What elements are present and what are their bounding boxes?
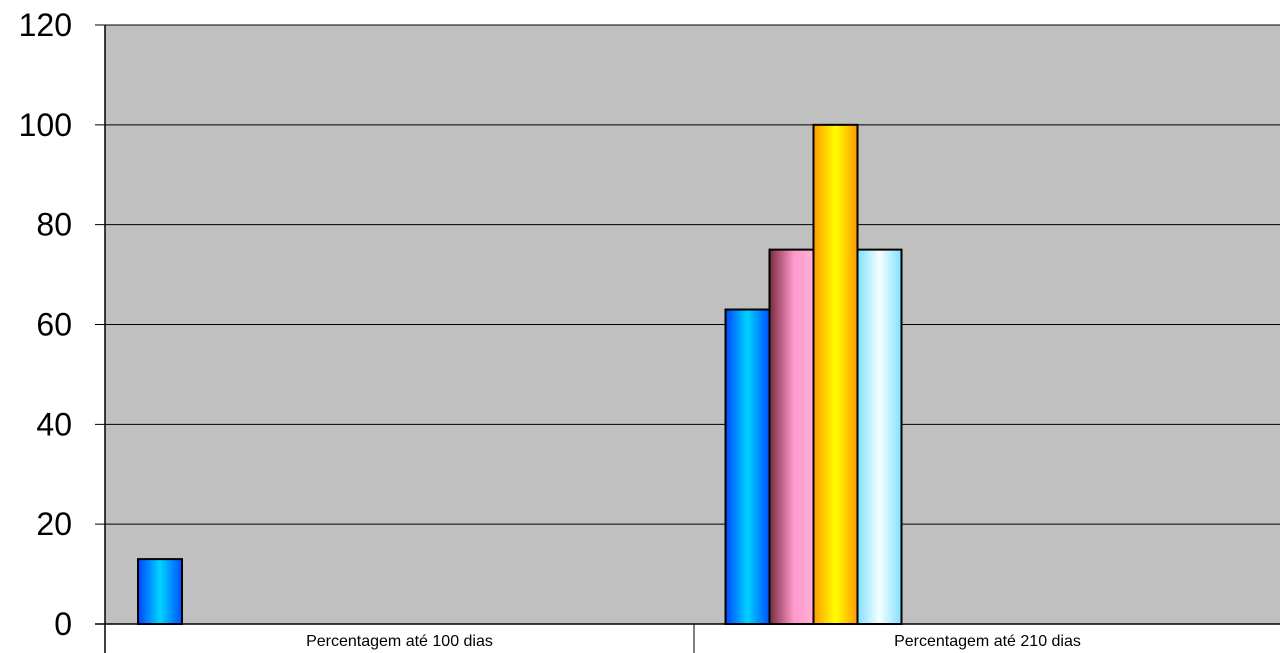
y-tick-label-120: 120: [19, 7, 72, 43]
y-axis-ticks: 0 20 40 60 80 100 120: [19, 7, 72, 642]
y-tick-label-100: 100: [19, 107, 72, 143]
y-tick-label-20: 20: [36, 506, 72, 542]
bar-cat2-series4: [856, 248, 903, 625]
gridlines: [95, 24, 1280, 525]
y-tick-label-0: 0: [54, 606, 72, 642]
bars: [137, 123, 903, 626]
bar-cat2-series2: [768, 248, 815, 625]
x-tick-label-100-dias: Percentagem até 100 dias: [306, 633, 493, 650]
x-tick-label-210-dias: Percentagem até 210 dias: [894, 633, 1081, 650]
bar-cat1-series1: [137, 558, 183, 626]
y-tick-label-40: 40: [36, 406, 72, 442]
y-tick-label-60: 60: [36, 307, 72, 343]
bar-cat2-series1: [724, 308, 771, 625]
y-tick-label-80: 80: [36, 207, 72, 243]
bar-cat2-series3: [812, 123, 859, 625]
